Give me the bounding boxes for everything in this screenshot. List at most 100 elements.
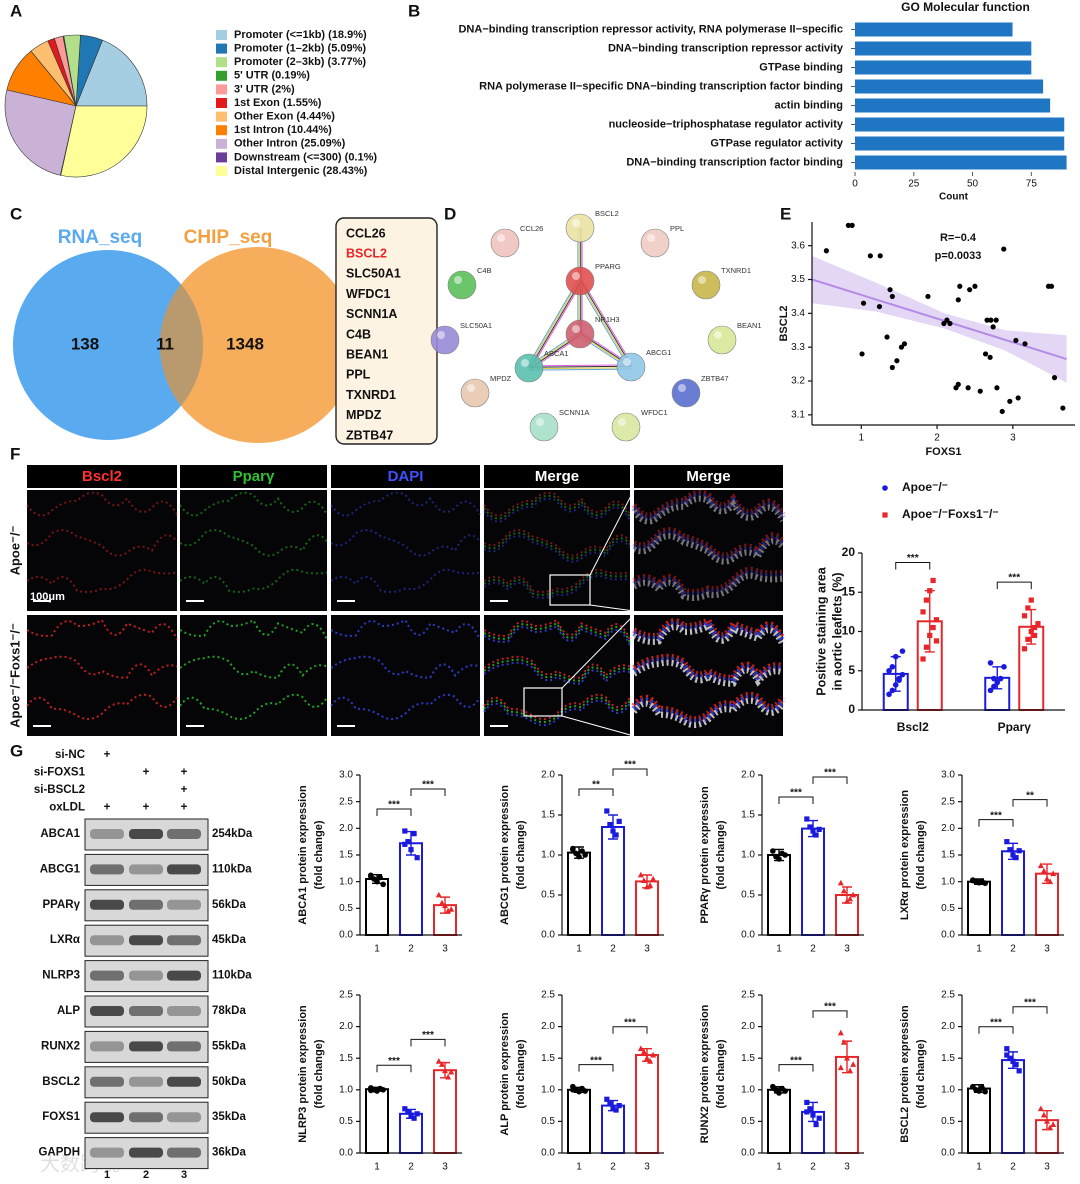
y-tick-label: 2.0	[741, 1021, 755, 1032]
x-tick-label: 2	[408, 1162, 414, 1173]
data-point	[374, 878, 380, 885]
column-header: Merge	[535, 468, 579, 485]
bar	[567, 851, 591, 936]
network-edge	[528, 364, 631, 367]
data-point	[1025, 636, 1031, 642]
point	[877, 253, 883, 259]
x-tick-label: 2	[1010, 1162, 1016, 1173]
micrograph-signal	[631, 615, 786, 729]
micrograph-signal	[483, 491, 631, 599]
legend-swatch	[216, 30, 227, 40]
significance-label: ***	[388, 1056, 400, 1067]
tissue-trace	[631, 495, 786, 525]
significance-bracket	[376, 808, 412, 816]
point	[1048, 283, 1055, 289]
data-point	[650, 875, 657, 882]
micrograph	[484, 490, 630, 611]
node-highlight	[521, 359, 529, 367]
data-point	[604, 808, 610, 814]
point	[953, 385, 959, 391]
data-point	[1013, 855, 1019, 861]
gene-label: BSCL2	[346, 246, 387, 260]
point	[925, 293, 931, 300]
panel-letter: B	[408, 1, 420, 20]
legend-label: Distal Intergenic (28.43%)	[234, 165, 368, 177]
node-highlight	[647, 234, 655, 242]
node-label: C4B	[477, 266, 492, 275]
x-tick-label: 3	[1044, 1162, 1050, 1173]
point	[967, 287, 973, 293]
point	[889, 364, 895, 371]
network-edge	[529, 368, 632, 371]
data-point	[1004, 1052, 1010, 1058]
y-tick-label: 2.0	[941, 1021, 955, 1032]
node-highlight	[467, 384, 475, 392]
lane-label: 2	[143, 1169, 149, 1181]
gene-label: ZBTB47	[346, 428, 393, 442]
zoom-box	[549, 574, 591, 606]
bar	[567, 1088, 591, 1155]
bar	[855, 79, 1044, 94]
y-tick-label: 0.5	[741, 890, 755, 901]
blot-band	[129, 1147, 163, 1158]
point	[1015, 395, 1021, 401]
significance-bracket	[778, 796, 814, 804]
data-point	[402, 828, 408, 834]
data-point	[982, 880, 988, 887]
blot-band	[167, 1041, 201, 1052]
node-label: SLC50A1	[460, 321, 492, 330]
node-label: PPL	[670, 224, 684, 233]
y-tick-label: GTPase binding	[759, 61, 843, 73]
bar	[855, 98, 1051, 113]
network-edge	[577, 281, 630, 369]
blot-band	[129, 864, 163, 875]
column-header: Pparγ	[233, 468, 275, 485]
tissue-trace	[483, 574, 631, 599]
data-point	[647, 882, 654, 888]
data-point	[442, 1067, 448, 1074]
data-point	[644, 1054, 650, 1061]
y-tick-label: 0.0	[541, 1148, 555, 1159]
y-tick-label: 3.5	[791, 274, 805, 285]
bar	[601, 826, 625, 936]
size-label: 36kDa	[212, 1147, 246, 1159]
point	[984, 317, 990, 323]
data-point	[816, 1115, 822, 1121]
x-tick-label: 2	[610, 1162, 616, 1173]
data-point	[889, 664, 896, 670]
significance-label: ***	[624, 760, 636, 771]
protein-label: NLRP3	[42, 970, 80, 982]
data-point	[607, 822, 613, 828]
network-edge	[530, 281, 583, 370]
micrograph-signal	[330, 491, 481, 593]
x-tick-label: 1	[374, 944, 380, 955]
y-tick-label: 1.0	[741, 1084, 755, 1095]
data-point	[844, 1054, 850, 1061]
panel-letter: D	[444, 204, 456, 223]
y-axis-label: ABCG1 protein expression	[499, 785, 511, 925]
legend-label: Other Exon (4.44%)	[234, 111, 335, 123]
x-tick-label: 1	[576, 1162, 582, 1173]
legend-label: Other Intron (25.09%)	[234, 138, 346, 150]
data-point	[1016, 848, 1022, 854]
network-node	[529, 412, 559, 442]
data-point	[637, 871, 644, 878]
y-tick-label: 0.0	[339, 1148, 353, 1159]
data-point	[810, 1112, 816, 1118]
network-node	[490, 228, 520, 258]
gene-label: BEAN1	[346, 347, 388, 361]
x-tick-label: Pparγ	[998, 720, 1032, 734]
legend-label: 1st Exon (1.55%)	[234, 97, 322, 109]
y-tick-label: 0.0	[741, 1148, 755, 1159]
data-point	[610, 1106, 616, 1112]
data-point	[1016, 1068, 1022, 1074]
y-tick-label: 0.0	[541, 930, 555, 941]
node-label: ABCG1	[646, 348, 671, 357]
data-point	[896, 677, 902, 683]
protein-label: LXRα	[50, 934, 80, 946]
node-label: PPARG	[595, 262, 621, 271]
tissue-trace	[179, 618, 328, 641]
y-tick-label: 1.0	[541, 1084, 555, 1095]
bar	[399, 1112, 423, 1155]
